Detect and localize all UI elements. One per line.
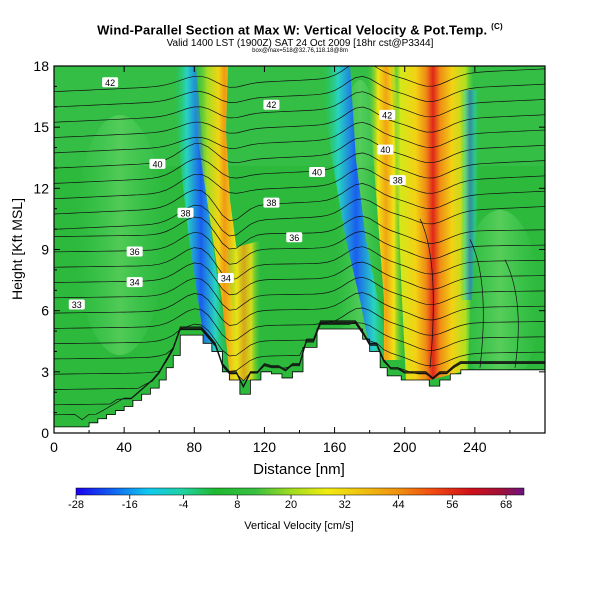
copyright-mark: (C): [491, 22, 503, 31]
theta-contours: [54, 66, 545, 421]
contour-label-bg: [263, 197, 280, 208]
x-tick-label: 200: [393, 439, 417, 455]
theta-contour-labels: 42 42 42 40 40 40 38 38 38 36 36 34 34 33: [68, 77, 406, 310]
theta-contour: [469, 239, 484, 368]
x-tick-label: 0: [50, 439, 58, 455]
contour-label: 42: [105, 78, 115, 88]
theta-contour: [54, 106, 545, 138]
theta-contour: [54, 198, 545, 237]
y-axis-label: Height [Kft MSL]: [9, 198, 25, 300]
colorbar-tick-label: 56: [446, 499, 458, 511]
contour-label: 40: [312, 168, 322, 178]
theta-contour: [54, 152, 545, 184]
theta-contour: [54, 276, 545, 311]
chart-title: Wind-Parallel Section at Max W: Vertical…: [0, 22, 600, 37]
x-axis-label: Distance [nm]: [253, 461, 345, 478]
colorbar-tick-label: 8: [234, 499, 240, 511]
contour-label-bg: [126, 277, 143, 288]
theta-contour: [54, 66, 545, 93]
colorbar-label: Vertical Velocity [cm/s]: [244, 520, 353, 532]
colorbar-tick-label: -4: [179, 499, 189, 511]
y-tick-label: 15: [33, 119, 49, 135]
theta-contour: [504, 259, 519, 368]
y-tick-label: 6: [41, 303, 49, 319]
theta-contour: [54, 167, 545, 200]
colorbar-tick-label: 68: [500, 499, 512, 511]
contour-label-bg: [379, 109, 396, 120]
contour-label: 36: [130, 247, 140, 257]
contour-label-bg: [377, 144, 394, 155]
contour-label-bg: [102, 77, 119, 88]
x-tick-label: 240: [463, 439, 487, 455]
y-tick-label: 12: [33, 180, 49, 196]
contour-label: 36: [289, 233, 299, 243]
contour-label-bg: [389, 175, 406, 186]
contour-label-bg: [286, 232, 303, 243]
colorbar: -28 -16 -4 8 20 32 44 56 68 Vertical Velocity [c…: [68, 487, 525, 532]
x-tick-label: 80: [186, 439, 202, 455]
contour-label: 38: [181, 208, 191, 218]
colorbar-tick-label: -28: [68, 499, 84, 511]
x-tick-label: 160: [323, 439, 347, 455]
colorbar-tick-label: -16: [122, 499, 138, 511]
theta-contour: [54, 91, 545, 123]
terrain-mask: [54, 328, 545, 433]
theta-contour: [54, 121, 545, 154]
contour-label: 42: [266, 100, 276, 110]
contour-label-bg: [309, 167, 326, 178]
section-info: box@max=518@32.76,118.18@8m: [252, 48, 348, 54]
theta-contour: [54, 322, 545, 357]
chart-title-text: Wind-Parallel Section at Max W: Vertical…: [97, 22, 488, 38]
theta-contour: [54, 246, 545, 280]
theta-contour: [54, 307, 545, 342]
y-tick-label: 18: [33, 58, 49, 74]
contour-label-bg: [149, 158, 166, 169]
colorbar-tick-label: 20: [285, 499, 297, 511]
contour-label: 42: [382, 110, 392, 120]
vertical-velocity-field: [54, 66, 545, 433]
x-tick-label: 40: [116, 439, 132, 455]
contour-label: 34: [221, 274, 231, 284]
contour-label: 38: [266, 198, 276, 208]
theta-contour: [419, 218, 434, 368]
y-tick-label: 0: [41, 425, 49, 441]
contour-label: 40: [152, 159, 162, 169]
contour-label-bg: [217, 273, 234, 284]
theta-contour: [54, 183, 545, 222]
theta-contour: [54, 76, 545, 108]
x-axis: 0 40 80 120 160 200 240: [50, 66, 511, 455]
colorbar-tick-label: 32: [339, 499, 351, 511]
contour-label-bg: [177, 207, 194, 218]
contour-label: 33: [72, 300, 82, 310]
contour-label: 34: [130, 278, 140, 288]
y-tick-label: 3: [41, 364, 49, 380]
contour-label: 38: [393, 176, 403, 186]
contour-label-bg: [263, 99, 280, 110]
theta-contour: [54, 137, 545, 169]
theta-contour: [54, 322, 545, 382]
theta-contour: [54, 323, 545, 372]
colorbar-ramp: [75, 487, 525, 496]
contour-label-bg: [126, 246, 143, 257]
contour-label-bg: [68, 299, 85, 310]
theta-contour: [54, 292, 545, 326]
y-tick-label: 9: [41, 242, 49, 258]
colorbar-tick-label: 44: [392, 499, 404, 511]
x-tick-label: 120: [253, 439, 277, 455]
contour-label: 40: [380, 145, 390, 155]
valid-time: Valid 1400 LST (1900Z) SAT 24 Oct 2009 […: [166, 38, 434, 49]
